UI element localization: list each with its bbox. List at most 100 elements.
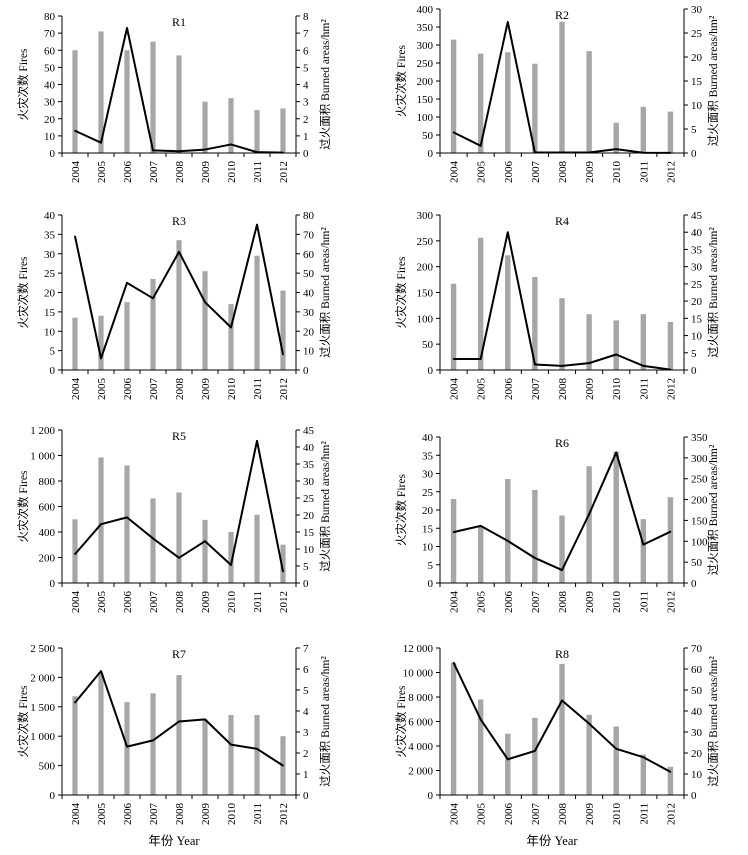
chart-2-bar-2006 bbox=[505, 52, 511, 154]
chart-3-bar-2004 bbox=[72, 317, 78, 370]
chart-3-line-point-2011 bbox=[256, 223, 258, 226]
chart-1-y2tick-label: 0 bbox=[303, 148, 309, 160]
chart-1-line-point-2006 bbox=[126, 27, 128, 29]
chart-4-line-point-2010 bbox=[615, 353, 618, 356]
chart-2-y2tick-label: 30 bbox=[691, 4, 703, 16]
chart-1-bar-2011 bbox=[254, 110, 260, 153]
chart-1-xtick-label: 2007 bbox=[148, 161, 160, 184]
chart-5-ytick-label: 0 bbox=[50, 578, 56, 590]
chart-3-y2tick-label: 70 bbox=[303, 229, 315, 241]
chart-8-bar-2007 bbox=[532, 717, 538, 795]
chart-5-line-point-2011 bbox=[256, 440, 258, 442]
chart-5-line-point-2004 bbox=[74, 553, 76, 555]
chart-8-bar-2004 bbox=[450, 662, 457, 795]
chart-3-xtick-label: 2009 bbox=[200, 378, 212, 401]
chart-6-xtick-label: 2004 bbox=[449, 591, 461, 614]
chart-7-title: R7 bbox=[172, 647, 186, 661]
chart-8-y2tick-label: 70 bbox=[691, 643, 703, 655]
chart-7-xtick-label: 2008 bbox=[174, 803, 186, 826]
chart-8-xtick-label: 2009 bbox=[584, 803, 596, 826]
chart-7-ytick-label: 1 500 bbox=[30, 702, 55, 714]
chart-2-ytick-label: 0 bbox=[428, 148, 434, 160]
chart-4-bar-2007 bbox=[532, 277, 538, 370]
chart-5-y2tick-label: 40 bbox=[303, 442, 315, 454]
chart-4-ytick-label: 300 bbox=[417, 210, 434, 222]
chart-8-xtick-label: 2007 bbox=[530, 803, 542, 826]
chart-6-y2tick-label: 250 bbox=[691, 474, 708, 486]
chart-1-bar-2005 bbox=[98, 31, 104, 153]
chart-4-bar-2009 bbox=[586, 314, 592, 370]
chart-6-bar-2009 bbox=[586, 466, 592, 583]
chart-6-ytick-label: 5 bbox=[428, 560, 434, 572]
chart-5-xtick-label: 2010 bbox=[226, 591, 238, 614]
chart-4-ytick-label: 250 bbox=[417, 236, 434, 248]
chart-5-xtick-label: 2011 bbox=[252, 591, 264, 613]
chart-7-ytick-label: 2 500 bbox=[30, 643, 55, 655]
chart-4-bar-2004 bbox=[450, 283, 457, 370]
chart-2-xtick-label: 2004 bbox=[449, 161, 461, 184]
chart-3-ytick-label: 10 bbox=[44, 326, 56, 338]
chart-2-y2tick-label: 25 bbox=[691, 28, 703, 40]
chart-6-ytick-label: 40 bbox=[422, 432, 434, 444]
chart-8-line-point-2005 bbox=[479, 718, 482, 721]
chart-8-line-point-2012 bbox=[669, 771, 672, 773]
chart-3-bar-2005 bbox=[98, 315, 104, 370]
chart-7-line-point-2007 bbox=[152, 739, 154, 742]
chart-7-y2tick-label: 5 bbox=[303, 685, 309, 697]
chart-4-line-point-2011 bbox=[642, 365, 645, 367]
chart-8-y2tick-label: 20 bbox=[691, 748, 703, 760]
chart-1-ytick-label: 70 bbox=[44, 28, 56, 40]
chart-8-xtick-label: 2004 bbox=[449, 803, 461, 826]
chart-4-xtick-label: 2011 bbox=[638, 378, 650, 400]
chart-1-ytick-label: 0 bbox=[50, 148, 56, 160]
chart-3-ylabel: 火灾次数 Fires bbox=[16, 256, 30, 328]
chart-8-y2tick-label: 40 bbox=[691, 706, 703, 718]
chart-2-bar-2012 bbox=[667, 111, 674, 153]
chart-4-y2label: 过火面积 Burned areas/hm² bbox=[707, 227, 720, 358]
chart-8-ytick-label: 8 000 bbox=[408, 692, 433, 704]
chart-7: 0 500 1 000 1 500 2 000 2 500 0 1 2 3 4 5 6 7 2004 2005… bbox=[16, 643, 332, 825]
chart-4-line-point-2004 bbox=[452, 358, 455, 360]
chart-8-title: R8 bbox=[555, 647, 569, 661]
chart-5-line-point-2009 bbox=[204, 540, 206, 542]
chart-8-y2tick-label: 60 bbox=[691, 664, 703, 676]
chart-8-line-point-2010 bbox=[615, 748, 618, 750]
chart-1-line-point-2005 bbox=[100, 141, 102, 144]
chart-2-xtick-label: 2010 bbox=[611, 161, 623, 184]
chart-2-y2tick-label: 20 bbox=[691, 52, 703, 64]
chart-8-bar-2008 bbox=[559, 663, 565, 795]
chart-8-ytick-label: 0 bbox=[428, 790, 434, 802]
chart-7-line-point-2010 bbox=[230, 743, 232, 746]
chart-8-ytick-label: 4 000 bbox=[408, 741, 433, 753]
chart-3-title: R3 bbox=[172, 214, 186, 228]
chart-5-bar-2004 bbox=[72, 519, 78, 583]
chart-1-ylabel: 火灾次数 Fires bbox=[16, 48, 30, 120]
chart-6-y2tick-label: 350 bbox=[691, 432, 708, 444]
chart-6-y2label: 过火面积 Burned areas/hm² bbox=[707, 444, 720, 575]
chart-8-bar-2006 bbox=[505, 733, 511, 795]
chart-1-line-point-2008 bbox=[178, 150, 180, 153]
chart-3-bar-2010 bbox=[228, 304, 234, 371]
chart-4-xtick-label: 2004 bbox=[449, 378, 461, 401]
chart-3-line-point-2004 bbox=[74, 235, 76, 238]
chart-5-bar-2008 bbox=[176, 492, 182, 583]
chart-2-y2tick-label: 0 bbox=[691, 148, 697, 160]
x-axis-caption-right: 年份 Year bbox=[526, 834, 578, 848]
chart-8-y2label: 过火面积 Burned areas/hm² bbox=[707, 656, 720, 787]
chart-7-y2tick-label: 3 bbox=[303, 727, 309, 739]
chart-5-bar-2005 bbox=[98, 457, 104, 583]
chart-3-line-point-2006 bbox=[126, 282, 128, 284]
chart-1-xtick-label: 2010 bbox=[226, 161, 238, 184]
chart-1-line-point-2007 bbox=[152, 149, 154, 152]
chart-6-bar-2010 bbox=[613, 451, 619, 583]
chart-6-xtick-label: 2009 bbox=[584, 591, 596, 614]
chart-2-bar-2004 bbox=[450, 39, 457, 153]
chart-5-y2tick-label: 30 bbox=[303, 476, 315, 488]
chart-5-line-point-2010 bbox=[230, 564, 232, 566]
chart-3-line-point-2009 bbox=[204, 301, 206, 303]
chart-6-ytick-label: 0 bbox=[428, 578, 434, 590]
chart-4-xtick-label: 2012 bbox=[665, 378, 677, 400]
chart-4-y2tick-label: 20 bbox=[691, 296, 703, 308]
chart-1-xtick-label: 2006 bbox=[122, 161, 134, 184]
chart-6-y2tick-label: 200 bbox=[691, 495, 708, 507]
